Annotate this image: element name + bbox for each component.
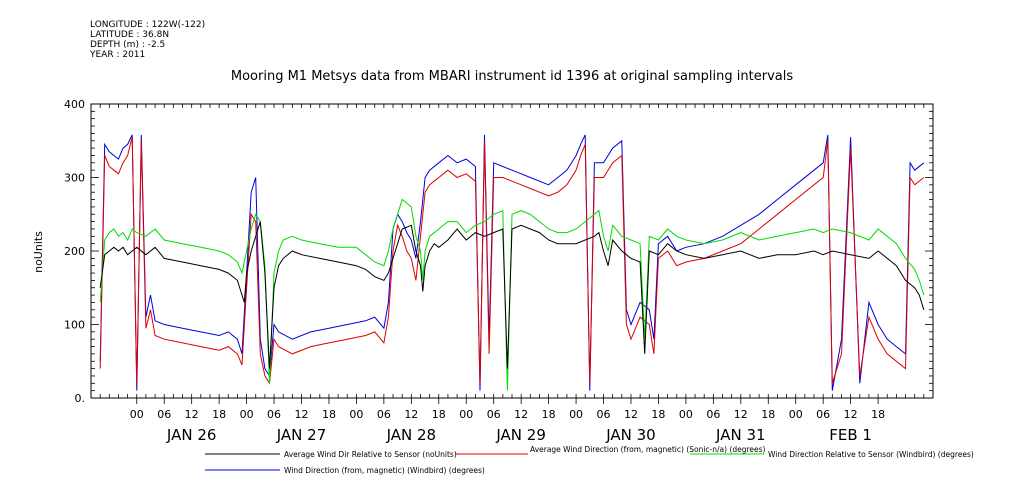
x-tick-label: 12	[404, 408, 418, 421]
x-tick-label: 00	[349, 408, 363, 421]
x-tick-label: 18	[542, 408, 556, 421]
plot-area: 0. 100 200 300 400 00 06 12 18 00 06 12 18 00 06 12 18 00…	[64, 98, 934, 444]
x-tick-label: 12	[514, 408, 528, 421]
series-line-1	[99, 221, 925, 369]
x-tick-label: 18	[871, 408, 885, 421]
x-tick-label: 06	[157, 408, 171, 421]
x-tick-label: 06	[487, 408, 501, 421]
y-tick-label: 200	[64, 245, 85, 258]
y-tick-label: 300	[64, 172, 85, 185]
x-tick-label: 12	[295, 408, 309, 421]
legend-label: Average Wind Direction (from, magnetic) …	[530, 445, 766, 454]
x-tick-label: 12	[734, 408, 748, 421]
legend-label: Wind Direction (from, magnetic) (Windbir…	[284, 466, 485, 475]
series-line-3	[99, 198, 925, 391]
day-label: JAN 29	[495, 426, 546, 444]
x-tick-label: 06	[597, 408, 611, 421]
x-tick-label: 00	[789, 408, 803, 421]
y-tick-label: 400	[64, 98, 85, 111]
x-tick-label: 00	[130, 408, 144, 421]
day-label: JAN 27	[276, 426, 327, 444]
x-tick-label: 18	[651, 408, 665, 421]
x-tick-label: 06	[706, 408, 720, 421]
x-tick-label: 06	[267, 408, 281, 421]
x-tick-label: 12	[624, 408, 638, 421]
day-label: JAN 30	[605, 426, 656, 444]
x-tick-label: 18	[322, 408, 336, 421]
year-text: YEAR : 2011	[90, 50, 146, 60]
x-tick-label: 12	[844, 408, 858, 421]
legend: Average Wind Dir Relative to Sensor (noU…	[205, 445, 974, 475]
y-axis-label: noUnits	[32, 231, 45, 273]
x-tick-label: 00	[679, 408, 693, 421]
latitude-text: LATITUDE : 36.8N	[90, 30, 170, 40]
x-tick-label: 18	[432, 408, 446, 421]
series-line-2	[99, 136, 925, 385]
y-tick-label: 0.	[75, 392, 86, 405]
x-tick-label: 18	[761, 408, 775, 421]
day-label: FEB 1	[829, 426, 872, 444]
x-tick-label: 00	[240, 408, 254, 421]
y-tick-label: 100	[64, 319, 85, 332]
longitude-text: LONGITUDE : 122W(-122)	[90, 20, 206, 30]
series-line-4	[99, 134, 925, 391]
x-tick-label: 12	[185, 408, 199, 421]
day-label: JAN 26	[166, 426, 217, 444]
x-tick-label: 06	[377, 408, 391, 421]
x-tick-label: 00	[569, 408, 583, 421]
depth-text: DEPTH (m) : -2.5	[90, 40, 166, 50]
metadata-block: LONGITUDE : 122W(-122) LATITUDE : 36.8N …	[90, 20, 205, 60]
day-label: JAN 31	[715, 426, 766, 444]
x-tick-label: 18	[212, 408, 226, 421]
x-tick-label: 00	[459, 408, 473, 421]
x-tick-label: 06	[816, 408, 830, 421]
day-label: JAN 28	[386, 426, 437, 444]
legend-label: Average Wind Dir Relative to Sensor (noU…	[284, 450, 457, 459]
legend-label: Wind Direction Relative to Sensor (Windb…	[768, 450, 974, 459]
chart-title: Mooring M1 Metsys data from MBARI instru…	[231, 69, 793, 84]
